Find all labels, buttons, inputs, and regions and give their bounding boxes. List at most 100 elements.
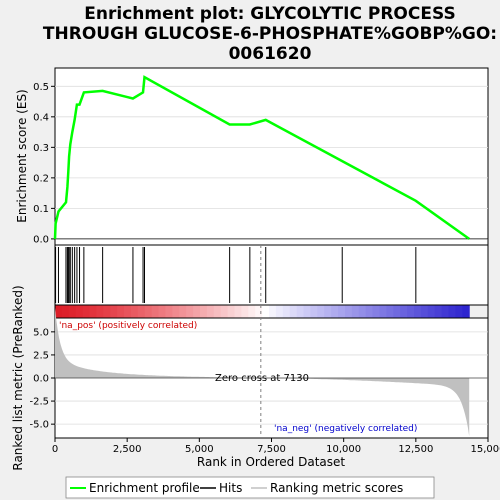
color-bar-segment	[130, 305, 139, 318]
color-bar-segment	[220, 305, 229, 318]
hits-panel	[54, 244, 489, 306]
x-tick-label: 0	[52, 444, 58, 455]
color-bar-segment	[179, 305, 187, 318]
legend-label-enrichment-profile: Enrichment profile	[89, 481, 200, 495]
color-bar-segment	[117, 305, 125, 318]
color-bar-segment	[462, 305, 470, 318]
chart-title: Enrichment plot: GLYCOLYTIC PROCESS THRO…	[43, 4, 497, 64]
color-bar-segment	[455, 305, 463, 318]
color-bar-segment	[289, 305, 298, 318]
color-bar-segment	[400, 305, 408, 318]
es-y-tick-label: 0.2	[33, 173, 49, 184]
x-tick-label: 12,500	[398, 444, 433, 455]
color-bar-segment	[282, 305, 291, 318]
color-bar-segment	[193, 305, 201, 318]
metric-y-tick-label: 5.0	[33, 327, 49, 338]
color-bar-segment	[206, 305, 215, 318]
color-bar-segment	[372, 305, 380, 318]
color-bar-segment	[386, 305, 394, 318]
color-bar-segment	[351, 305, 360, 318]
color-bar-segment	[158, 305, 166, 318]
x-tick-label: 5,000	[185, 444, 214, 455]
metric-y-tick-label: 2.5	[33, 350, 49, 361]
color-bar-segment	[427, 305, 436, 318]
negative-correlation-label: 'na_neg' (negatively correlated)	[274, 424, 417, 434]
color-bar-segment	[103, 305, 111, 318]
x-tick-label: 15,000	[471, 444, 500, 455]
color-bar-segment	[199, 305, 208, 318]
color-bar-segment	[124, 305, 132, 318]
title-line-2: THROUGH GLUCOSE-6-PHOSPHATE%GOBP%GO:	[43, 24, 497, 44]
color-bar-segment	[407, 305, 415, 318]
legend: Enrichment profile Hits Ranking metric s…	[65, 476, 435, 499]
color-bar-segment	[144, 305, 153, 318]
hit-marks	[55, 247, 417, 303]
x-tick-label: 2,500	[113, 444, 142, 455]
color-bar-segment	[310, 305, 318, 318]
x-axis-label: Rank in Ordered Dataset	[197, 455, 345, 469]
es-y-axis-label: Enrichment score (ES)	[15, 89, 29, 222]
x-tick-label: 7,500	[257, 444, 286, 455]
color-bar-segment	[365, 305, 374, 318]
color-bar-segment	[441, 305, 450, 318]
x-tick-label: 10,000	[326, 444, 361, 455]
title-line-1: Enrichment plot: GLYCOLYTIC PROCESS	[84, 4, 455, 24]
color-bar-segment	[255, 305, 263, 318]
color-bar-segment	[68, 305, 77, 318]
es-y-tick-label: 0.4	[33, 112, 49, 123]
color-bar-segment	[55, 305, 63, 318]
color-bar-segment	[227, 305, 236, 318]
legend-box	[65, 476, 435, 499]
positive-correlation-label: 'na_pos' (positively correlated)	[59, 321, 197, 331]
enrichment-profile-line	[53, 75, 470, 240]
color-bar-segment	[82, 305, 91, 318]
color-bar-segment	[303, 305, 311, 318]
color-bar-segment	[393, 305, 401, 318]
color-bar-segment	[213, 305, 222, 318]
color-bar-segment	[358, 305, 367, 318]
color-bar-segment	[379, 305, 387, 318]
color-bar-segment	[172, 305, 180, 318]
color-bar-segment	[338, 305, 346, 318]
zero-cross-label: Zero cross at 7130	[215, 373, 309, 384]
color-bar-segment	[296, 305, 305, 318]
metric-y-tick-label: 0.0	[33, 374, 49, 385]
es-y-tick-label: 0.1	[33, 204, 49, 215]
color-bar-segment	[137, 305, 146, 318]
rank-color-bar	[55, 305, 470, 318]
es-y-tick-label: 0.3	[33, 143, 49, 154]
color-bar-segment	[165, 305, 173, 318]
es-y-tick-label: 0.0	[33, 234, 49, 245]
color-bar-segment	[414, 305, 422, 318]
color-bar-segment	[234, 305, 242, 318]
color-bar-segment	[186, 305, 194, 318]
color-bar-segment	[324, 305, 332, 318]
color-bar-segment	[420, 305, 429, 318]
color-bar-segment	[331, 305, 339, 318]
color-bar-segment	[448, 305, 456, 318]
color-bar-segment	[241, 305, 249, 318]
color-bar-segment	[110, 305, 118, 318]
color-bar-segment	[317, 305, 325, 318]
color-bar-segment	[96, 305, 104, 318]
legend-label-ranking-metric: Ranking metric scores	[270, 481, 403, 495]
legend-label-hits: Hits	[219, 481, 242, 495]
color-bar-segment	[344, 305, 353, 318]
metric-y-tick-label: -2.5	[29, 397, 49, 408]
metric-y-ticks: -5.0 -2.5 0.0 2.5 5.0	[29, 327, 55, 431]
color-bar-segment	[434, 305, 443, 318]
metric-y-tick-label: -5.0	[29, 420, 49, 431]
color-bar-segment	[75, 305, 84, 318]
es-y-tick-label: 0.5	[33, 82, 49, 93]
color-bar-segment	[269, 305, 277, 318]
color-bar-segment	[61, 305, 70, 318]
color-bar-segment	[262, 305, 270, 318]
metric-y-axis-label: Ranked list metric (PreRanked)	[11, 285, 25, 470]
x-axis-ticks: 0 2,500 5,000 7,500 10,000 12,500 15,000	[52, 438, 500, 455]
color-bar-segment	[89, 305, 97, 318]
color-bar-segment	[275, 305, 284, 318]
title-line-3: 0061620	[229, 44, 312, 64]
es-y-ticks: 0.0 0.1 0.2 0.3 0.4 0.5	[33, 82, 55, 245]
